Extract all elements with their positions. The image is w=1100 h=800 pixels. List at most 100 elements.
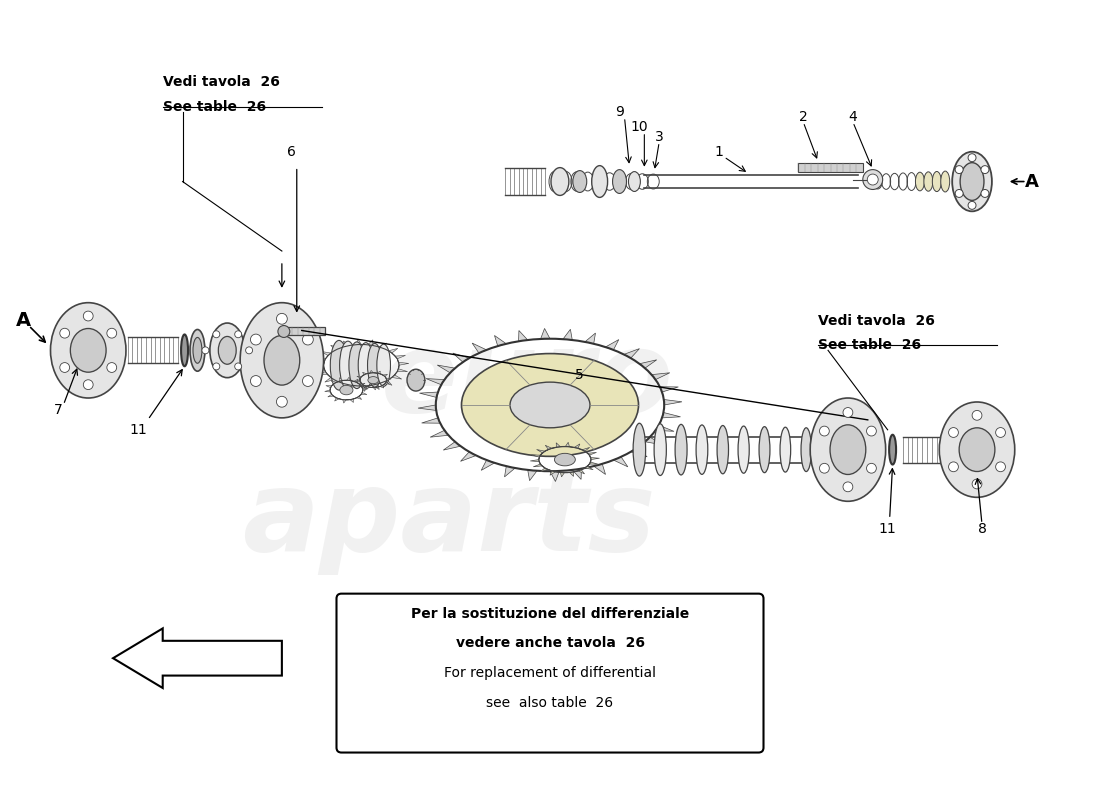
Polygon shape [560,442,570,446]
Polygon shape [379,384,385,388]
Polygon shape [578,447,590,451]
Circle shape [251,334,262,345]
Polygon shape [563,330,572,340]
Polygon shape [540,468,552,472]
Circle shape [820,463,829,473]
Circle shape [234,363,242,370]
Polygon shape [361,385,373,391]
Polygon shape [481,460,495,470]
Text: Vedi tavola  26: Vedi tavola 26 [818,314,935,327]
Ellipse shape [367,377,378,384]
Ellipse shape [240,302,323,418]
Polygon shape [321,351,331,359]
Circle shape [948,462,958,472]
Polygon shape [350,339,361,346]
Circle shape [981,190,989,198]
Ellipse shape [340,386,353,394]
Circle shape [107,328,117,338]
Ellipse shape [278,326,289,338]
Polygon shape [392,372,402,379]
Text: 6: 6 [287,145,296,158]
Polygon shape [438,365,455,373]
Polygon shape [362,372,366,377]
Ellipse shape [182,334,188,366]
Ellipse shape [924,172,933,191]
Polygon shape [373,343,386,349]
Polygon shape [505,466,515,477]
Polygon shape [392,353,406,359]
Polygon shape [552,442,560,448]
Polygon shape [560,473,570,477]
Text: 5: 5 [575,368,584,382]
Ellipse shape [960,162,984,200]
Ellipse shape [192,338,202,363]
Polygon shape [421,418,440,423]
Ellipse shape [915,172,924,191]
Text: 9: 9 [615,105,624,119]
Ellipse shape [462,354,638,456]
Polygon shape [379,374,387,377]
Polygon shape [585,464,593,470]
Polygon shape [544,446,552,451]
FancyBboxPatch shape [337,594,763,753]
Circle shape [948,427,958,438]
Polygon shape [326,386,332,390]
Ellipse shape [377,344,390,386]
Circle shape [867,463,877,473]
Polygon shape [461,452,476,462]
Circle shape [972,410,982,420]
Polygon shape [645,437,662,445]
Polygon shape [656,425,674,431]
Polygon shape [356,382,365,386]
Circle shape [276,314,287,324]
Polygon shape [384,378,392,386]
Polygon shape [356,376,362,380]
Text: 10: 10 [630,120,648,134]
Circle shape [234,330,242,338]
Ellipse shape [696,425,707,474]
Polygon shape [361,386,368,390]
Ellipse shape [190,330,205,371]
Polygon shape [550,471,560,475]
Circle shape [59,328,69,338]
Ellipse shape [801,428,812,471]
Polygon shape [624,349,639,358]
Polygon shape [373,386,380,390]
Text: For replacement of differential: For replacement of differential [444,666,656,680]
Polygon shape [614,457,628,467]
Polygon shape [578,468,585,474]
Text: A: A [16,311,31,330]
Ellipse shape [51,302,126,398]
Circle shape [981,166,989,174]
Ellipse shape [811,398,886,502]
Ellipse shape [889,434,896,465]
Polygon shape [639,360,657,368]
Text: see  also table  26: see also table 26 [486,696,614,710]
Polygon shape [397,366,408,372]
Ellipse shape [592,166,607,198]
Polygon shape [334,398,343,401]
Ellipse shape [340,341,356,390]
Text: A: A [1025,173,1038,190]
Polygon shape [317,372,331,378]
Polygon shape [630,448,647,457]
Ellipse shape [367,343,382,387]
Polygon shape [594,464,605,474]
Polygon shape [570,471,578,477]
Ellipse shape [218,337,236,364]
Circle shape [968,202,976,210]
Text: vedere anche tavola  26: vedere anche tavola 26 [455,636,645,650]
Text: aparts: aparts [242,464,656,574]
Text: 7: 7 [54,403,63,417]
Polygon shape [385,377,390,380]
Circle shape [59,362,69,373]
Ellipse shape [210,323,244,378]
Polygon shape [373,382,384,390]
Ellipse shape [407,370,425,391]
Text: euro: euro [382,325,674,436]
Polygon shape [540,329,550,339]
Circle shape [862,170,882,190]
Ellipse shape [675,424,688,475]
Ellipse shape [939,402,1014,498]
Circle shape [302,375,313,386]
